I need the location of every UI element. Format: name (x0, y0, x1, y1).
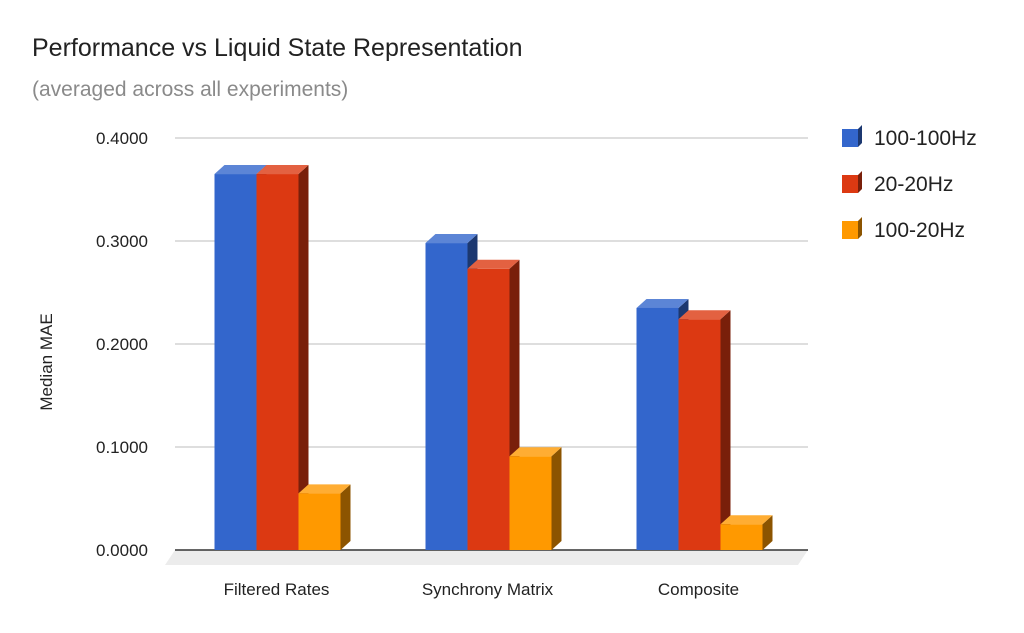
legend-label: 100-100Hz (874, 127, 977, 150)
bar-side (340, 484, 351, 550)
legend-swatch (842, 129, 858, 147)
y-tick-label: 0.4000 (96, 129, 148, 148)
legend-label: 100-20Hz (874, 219, 965, 242)
x-axis-ticks: Filtered Rates Synchrony Matrix Composite (224, 580, 740, 599)
bar-top (636, 298, 689, 308)
legend-item: 100-20Hz (842, 217, 965, 242)
legend-swatch (842, 221, 858, 239)
legend-label: 20-20Hz (874, 173, 953, 196)
y-tick-label: 0.3000 (96, 232, 148, 251)
bar-front (425, 243, 468, 550)
bar-top (467, 259, 520, 269)
bar-top (425, 234, 478, 244)
x-tick-label: Filtered Rates (224, 580, 330, 599)
bars (214, 165, 773, 551)
y-tick-label: 0.2000 (96, 335, 148, 354)
chart-subtitle: (averaged across all experiments) (32, 78, 348, 101)
bar-front (636, 307, 679, 550)
y-tick-label: 0.0000 (96, 541, 148, 560)
bar-side (720, 310, 731, 550)
bar-top (678, 310, 731, 320)
chart-floor (165, 550, 808, 565)
bar-100-20Hz-Synchrony Matrix (509, 447, 562, 550)
bar-front (509, 456, 552, 550)
legend-swatch-side (858, 217, 862, 239)
bar-front (214, 174, 257, 551)
legend-swatch-side (858, 171, 862, 193)
bar-20-20Hz-Composite (678, 310, 731, 550)
bar-front (467, 268, 510, 550)
legend-swatch (842, 175, 858, 193)
bar-front (678, 319, 721, 550)
bar-front (298, 493, 341, 550)
bar-top (720, 515, 773, 525)
bar-front (720, 524, 763, 550)
y-axis-label: Median MAE (37, 313, 56, 410)
x-tick-label: Synchrony Matrix (422, 580, 554, 599)
bar-top (509, 447, 562, 457)
legend-item: 100-100Hz (842, 125, 977, 150)
legend-item: 20-20Hz (842, 171, 953, 196)
bar-100-20Hz-Filtered Rates (298, 484, 351, 550)
bar-top (214, 165, 267, 175)
bar-top (256, 165, 309, 175)
legend-swatch-side (858, 125, 862, 147)
bar-side (298, 165, 309, 551)
bar-front (256, 174, 299, 551)
legend: 100-100Hz 20-20Hz 100-20Hz (842, 125, 977, 242)
x-tick-label: Composite (658, 580, 739, 599)
y-axis-ticks: 0.0000 0.1000 0.2000 0.3000 0.4000 (96, 129, 148, 560)
bar-side (551, 447, 562, 550)
chart-title: Performance vs Liquid State Representati… (32, 34, 523, 62)
bar-100-20Hz-Composite (720, 515, 773, 550)
bar-20-20Hz-Filtered Rates (256, 165, 309, 551)
y-tick-label: 0.1000 (96, 438, 148, 457)
bar-side (762, 515, 773, 550)
bar-top (298, 484, 351, 494)
